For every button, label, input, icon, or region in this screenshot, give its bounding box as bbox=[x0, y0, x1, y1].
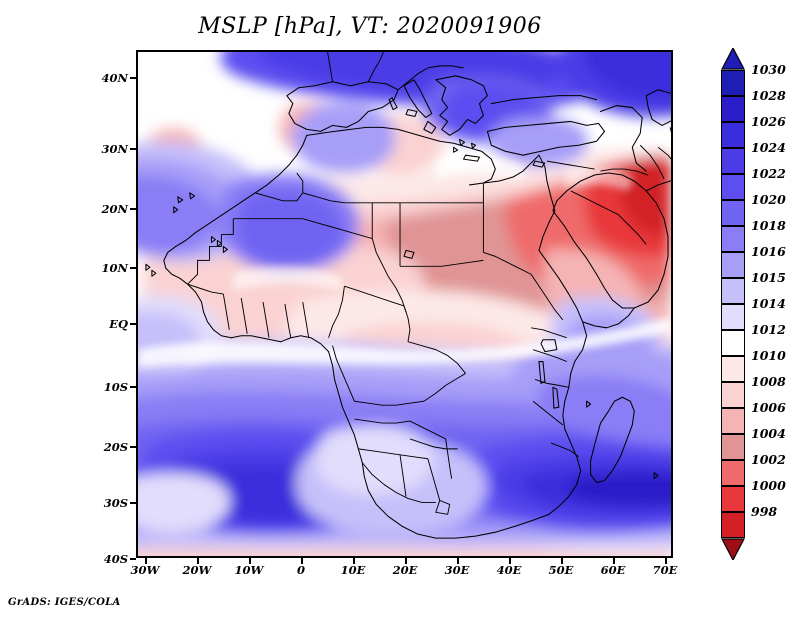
colorbar-segment-1028 bbox=[721, 96, 745, 122]
y-tick-label-20n: 20N bbox=[101, 202, 128, 216]
y-tick-label-20s: 20S bbox=[103, 440, 128, 454]
x-tick-mark bbox=[197, 558, 199, 564]
x-tick-label-30e: 30E bbox=[444, 563, 470, 577]
colorbar-label-1018: 1018 bbox=[751, 218, 786, 233]
colorbar-label-1020: 1020 bbox=[751, 192, 786, 207]
x-tick-label-30w: 30W bbox=[130, 563, 160, 577]
y-tick-mark bbox=[130, 446, 136, 448]
colorbar-bottom-arrow bbox=[721, 538, 745, 560]
x-tick-label-40e: 40E bbox=[496, 563, 522, 577]
x-tick-label-10w: 10W bbox=[234, 563, 264, 577]
x-tick-label-20e: 20E bbox=[392, 563, 418, 577]
colorbar-segment-1010 bbox=[721, 356, 745, 382]
x-tick-mark bbox=[561, 558, 563, 564]
colorbar-label-1012: 1012 bbox=[751, 322, 786, 337]
colorbar-label-1024: 1024 bbox=[751, 140, 786, 155]
y-tick-mark bbox=[130, 267, 136, 269]
y-tick-label-40n: 40N bbox=[101, 71, 128, 85]
colorbar-segment-1006 bbox=[721, 408, 745, 434]
colorbar-label-1014: 1014 bbox=[751, 296, 786, 311]
colorbar-segment-1012 bbox=[721, 330, 745, 356]
y-tick-label-40s: 40S bbox=[103, 552, 128, 566]
x-tick-mark bbox=[665, 558, 667, 564]
colorbar-label-1015: 1015 bbox=[751, 270, 786, 285]
x-tick-label-0: 0 bbox=[296, 563, 305, 577]
colorbar-segment-1024 bbox=[721, 148, 745, 174]
page-title: MSLP [hPa], VT: 2020091906 bbox=[198, 14, 542, 39]
colorbar-segment-1016 bbox=[721, 252, 745, 278]
x-tick-mark bbox=[353, 558, 355, 564]
x-tick-mark bbox=[457, 558, 459, 564]
x-tick-mark bbox=[613, 558, 615, 564]
y-tick-mark bbox=[130, 77, 136, 79]
colorbar-top-arrow bbox=[721, 48, 745, 70]
x-tick-label-20w: 20W bbox=[182, 563, 212, 577]
colorbar-segment-1020 bbox=[721, 200, 745, 226]
y-tick-label-eq: EQ bbox=[109, 317, 128, 331]
colorbar-label-1022: 1022 bbox=[751, 166, 786, 181]
colorbar-segment-1022 bbox=[721, 174, 745, 200]
colorbar-segment-1026 bbox=[721, 122, 745, 148]
y-tick-mark bbox=[130, 208, 136, 210]
y-tick-mark bbox=[130, 502, 136, 504]
colorbar-label-1030: 1030 bbox=[751, 62, 786, 77]
colorbar-label-1010: 1010 bbox=[751, 348, 786, 363]
colorbar-segment-1000 bbox=[721, 486, 745, 512]
colorbar-segment-1015 bbox=[721, 278, 745, 304]
y-tick-mark bbox=[130, 386, 136, 388]
colorbar-label-1004: 1004 bbox=[751, 426, 786, 441]
y-tick-label-10n: 10N bbox=[101, 261, 128, 275]
x-tick-mark bbox=[405, 558, 407, 564]
x-tick-mark bbox=[249, 558, 251, 564]
colorbar-segment-1008 bbox=[721, 382, 745, 408]
colorbar-segment-1030 bbox=[721, 70, 745, 96]
x-tick-mark bbox=[145, 558, 147, 564]
colorbar-segment-1002 bbox=[721, 460, 745, 486]
y-tick-mark bbox=[130, 323, 136, 325]
colorbar-label-1000: 1000 bbox=[751, 478, 786, 493]
y-tick-mark bbox=[130, 148, 136, 150]
colorbar-segment-998 bbox=[721, 512, 745, 538]
mslp-contour-map bbox=[138, 52, 671, 556]
x-tick-label-70e: 70E bbox=[652, 563, 678, 577]
x-tick-label-10e: 10E bbox=[340, 563, 366, 577]
colorbar-segment-1014 bbox=[721, 304, 745, 330]
x-tick-label-60e: 60E bbox=[600, 563, 626, 577]
colorbar-label-1002: 1002 bbox=[751, 452, 786, 467]
y-tick-label-10s: 10S bbox=[103, 380, 128, 394]
credit-text: GrADS: IGES/COLA bbox=[8, 597, 121, 608]
x-tick-mark bbox=[509, 558, 511, 564]
colorbar-label-1006: 1006 bbox=[751, 400, 786, 415]
colorbar[interactable]: 1030 1028 1026 1024 1022 1020 1018 1016 … bbox=[721, 48, 786, 560]
colorbar-label-998: 998 bbox=[751, 504, 778, 519]
colorbar-segment-1004 bbox=[721, 434, 745, 460]
colorbar-label-1016: 1016 bbox=[751, 244, 786, 259]
colorbar-label-1008: 1008 bbox=[751, 374, 786, 389]
x-tick-mark bbox=[301, 558, 303, 564]
colorbar-label-1028: 1028 bbox=[751, 88, 786, 103]
colorbar-segment-1018 bbox=[721, 226, 745, 252]
map-plot-area[interactable] bbox=[136, 50, 673, 558]
y-tick-label-30n: 30N bbox=[101, 142, 128, 156]
y-tick-mark bbox=[130, 558, 136, 560]
x-tick-label-50e: 50E bbox=[548, 563, 574, 577]
y-tick-label-30s: 30S bbox=[103, 496, 128, 510]
colorbar-label-1026: 1026 bbox=[751, 114, 786, 129]
